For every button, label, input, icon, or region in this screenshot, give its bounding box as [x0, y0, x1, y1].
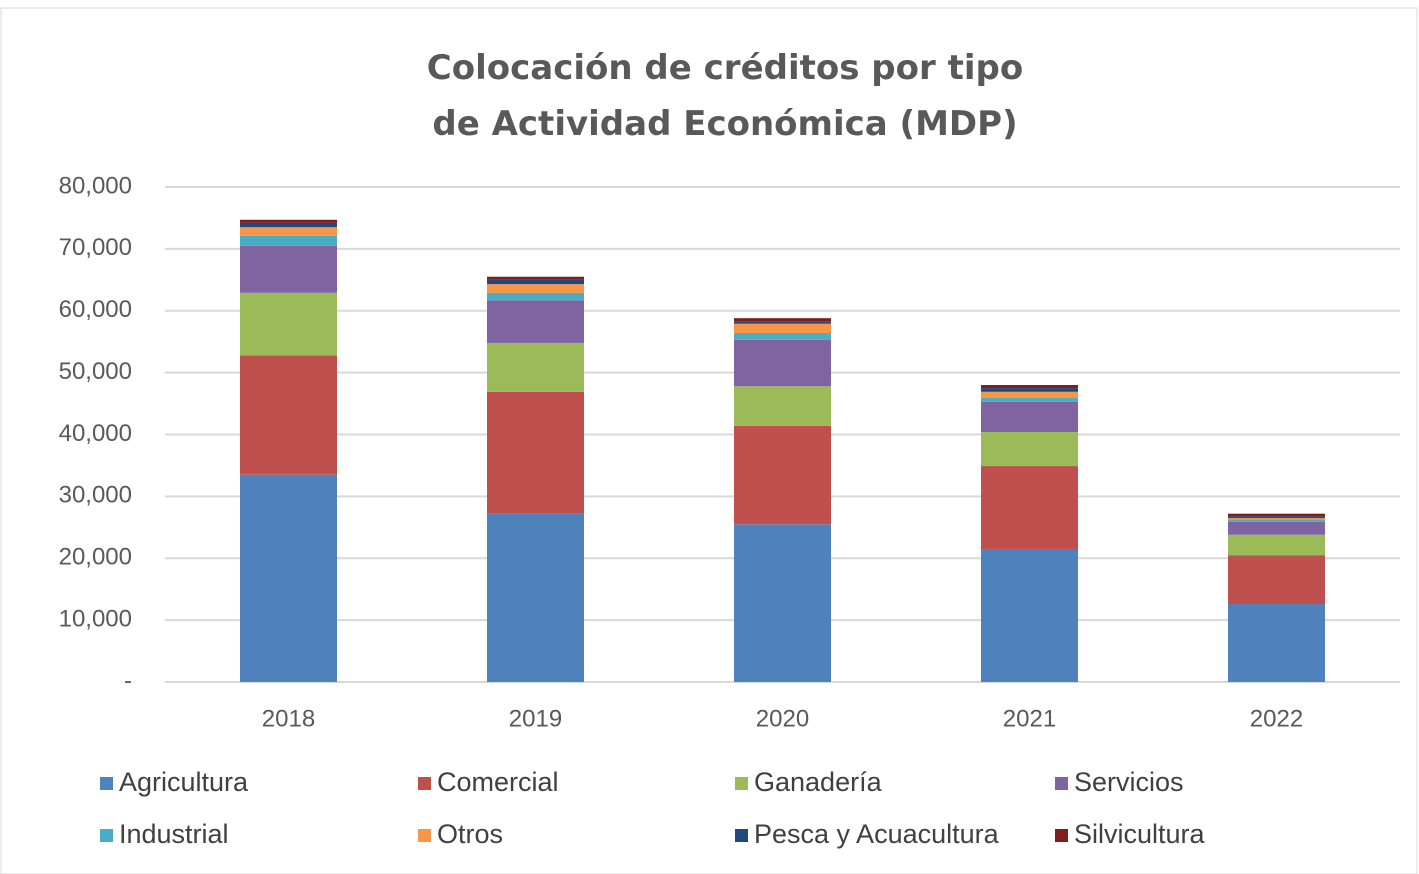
bar-segment — [487, 279, 584, 285]
bar-segment — [981, 385, 1078, 389]
legend-label: Silvicultura — [1074, 819, 1206, 849]
bar-segment — [240, 292, 337, 356]
bar-segment — [734, 318, 831, 322]
legend-swatch — [1055, 777, 1068, 790]
bar-segment — [240, 474, 337, 682]
bar-segment — [240, 219, 337, 223]
x-tick-label: 2018 — [262, 705, 315, 732]
legend-label: Otros — [437, 819, 503, 849]
legend-swatch — [100, 777, 113, 790]
bar-segment — [487, 292, 584, 301]
bar-segment — [1228, 534, 1325, 556]
bar-segment — [734, 333, 831, 340]
x-tick-label: 2020 — [756, 705, 809, 732]
y-tick-label: 10,000 — [59, 605, 132, 632]
chart-title: Colocación de créditos por tipo de Activ… — [426, 48, 1024, 144]
bar-segment — [487, 276, 584, 280]
legend-label: Industrial — [119, 819, 229, 849]
y-tick-label: 40,000 — [59, 420, 132, 447]
bar-segment — [1228, 519, 1325, 522]
bar-segment — [981, 388, 1078, 392]
bar-segment — [1228, 555, 1325, 605]
bar-segment — [734, 323, 831, 334]
bar-segment — [734, 339, 831, 387]
bar-segment — [240, 227, 337, 236]
bar-segment — [981, 466, 1078, 549]
bar-segment — [487, 391, 584, 514]
legend-label: Agricultura — [119, 767, 249, 797]
bar-segment — [734, 425, 831, 525]
legend-swatch — [735, 777, 748, 790]
bar-segment — [487, 513, 584, 682]
legend-swatch — [735, 829, 748, 842]
bar-segment — [981, 432, 1078, 467]
chart-border — [0, 7, 1418, 874]
y-tick-label: 60,000 — [59, 296, 132, 323]
legend-swatch — [1055, 829, 1068, 842]
y-tick-label: - — [124, 667, 132, 694]
bar-segment — [981, 397, 1078, 402]
y-tick-label: 20,000 — [59, 544, 132, 571]
x-tick-label: 2021 — [1003, 705, 1056, 732]
bar-segment — [1228, 516, 1325, 519]
legend-swatch — [100, 829, 113, 842]
bar-segment — [1228, 604, 1325, 682]
legend-label: Pesca y Acuacultura — [754, 819, 1000, 849]
x-tick-label: 2022 — [1250, 705, 1303, 732]
legend-label: Comercial — [437, 767, 559, 797]
y-tick-label: 30,000 — [59, 482, 132, 509]
legend-label: Servicios — [1074, 767, 1184, 797]
legend-swatch — [418, 829, 431, 842]
bar-segment — [240, 235, 337, 246]
bar-segment — [1228, 518, 1325, 520]
x-tick-label: 2019 — [509, 705, 562, 732]
bar-segment — [981, 401, 1078, 433]
bar-segment — [487, 284, 584, 293]
bar-segment — [487, 342, 584, 392]
bar-segment — [487, 300, 584, 343]
legend-swatch — [418, 777, 431, 790]
bar-segment — [240, 222, 337, 228]
bar-segment — [981, 391, 1078, 398]
bar-segment — [1228, 513, 1325, 517]
bar-segment — [734, 321, 831, 324]
bar-segment — [240, 355, 337, 475]
bar-segment — [240, 245, 337, 293]
bar-segment — [734, 386, 831, 426]
legend-label: Ganadería — [754, 767, 883, 797]
bar-segment — [734, 524, 831, 682]
y-tick-label: 70,000 — [59, 234, 132, 261]
y-tick-label: 50,000 — [59, 358, 132, 385]
bar-segment — [981, 548, 1078, 682]
bar-segment — [1228, 521, 1325, 535]
y-tick-label: 80,000 — [59, 172, 132, 199]
